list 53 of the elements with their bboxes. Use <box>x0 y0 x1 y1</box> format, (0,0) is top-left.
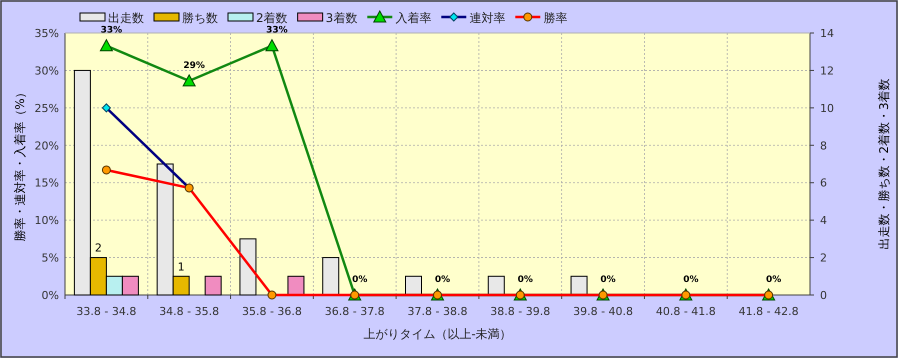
data-label: 0% <box>600 275 616 285</box>
data-label: 1 <box>178 260 185 274</box>
bar <box>322 257 340 296</box>
y2-tick-label: 4 <box>820 214 827 228</box>
legend-label: 勝率 <box>543 11 568 25</box>
y-tick-label: 30% <box>34 64 59 78</box>
legend-label: 勝ち数 <box>182 11 218 25</box>
legend-label: 2着数 <box>256 11 288 25</box>
x-tick-label: 37.8 - 38.8 <box>408 305 468 318</box>
y2-tick-label: 0 <box>820 289 827 302</box>
data-label: 0% <box>683 275 698 285</box>
y2-axis-title: 出走数・勝ち数・2着数・3着数 <box>877 78 891 250</box>
x-tick-label: 34.8 - 35.8 <box>159 305 220 318</box>
y2-tick-label: 14 <box>820 27 834 40</box>
y-tick-label: 25% <box>34 102 59 115</box>
legend-label: 連対率 <box>469 11 506 25</box>
x-tick-label: 35.8 - 36.8 <box>242 305 302 318</box>
y2-tick-label: 12 <box>820 64 834 78</box>
data-label: 0% <box>434 275 450 285</box>
y-tick-label: 35% <box>34 27 59 40</box>
x-axis-title: 上がりタイム（以上-未満） <box>363 327 512 341</box>
y2-tick-label: 8 <box>820 139 827 152</box>
x-tick-label: 38.8 - 39.8 <box>490 305 550 318</box>
y-tick-label: 5% <box>42 252 59 265</box>
data-label: 29% <box>183 60 205 71</box>
x-tick-label: 39.8 - 40.8 <box>573 305 634 318</box>
x-tick-label: 41.8 - 42.8 <box>738 305 799 318</box>
y2-tick-label: 6 <box>820 176 827 190</box>
y-axis-title: 勝率・連対率・入着率（%） <box>13 86 27 242</box>
legend-label: 入着率 <box>395 11 432 25</box>
data-label: 2 <box>94 242 102 255</box>
data-label: 0% <box>518 275 533 285</box>
bar <box>239 238 256 296</box>
data-label: 33% <box>266 26 288 36</box>
y-tick-label: 20% <box>34 139 59 152</box>
y-tick-label: 15% <box>34 176 59 190</box>
bar <box>204 276 222 296</box>
data-label: 0% <box>352 275 368 285</box>
legend-label: 3着数 <box>326 11 358 25</box>
data-label: 33% <box>100 26 122 36</box>
y-tick-label: 10% <box>34 214 59 228</box>
legend-label: 出走数 <box>108 11 144 25</box>
bar <box>405 276 422 296</box>
bar <box>488 276 505 296</box>
bar <box>287 276 304 296</box>
y2-tick-label: 2 <box>820 252 827 265</box>
y-tick-label: 0% <box>42 289 59 302</box>
bar <box>570 276 588 296</box>
x-tick-label: 33.8 - 34.8 <box>76 305 136 318</box>
data-label: 0% <box>766 275 782 285</box>
y2-tick-label: 10 <box>820 102 834 115</box>
x-tick-label: 40.8 - 41.8 <box>656 305 716 318</box>
x-tick-label: 36.8 - 37.8 <box>324 305 385 318</box>
